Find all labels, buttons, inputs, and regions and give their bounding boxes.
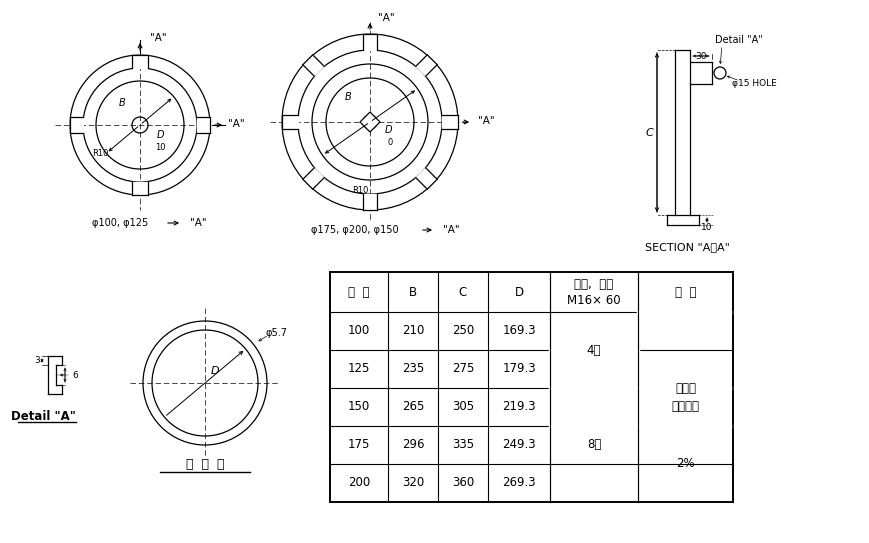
- Polygon shape: [132, 55, 148, 68]
- Polygon shape: [132, 182, 148, 195]
- Text: 219.3: 219.3: [501, 401, 535, 414]
- Text: "A": "A": [377, 13, 395, 23]
- Text: 179.3: 179.3: [501, 363, 535, 376]
- Text: 10: 10: [700, 223, 712, 231]
- Polygon shape: [362, 34, 376, 50]
- Text: Detail "A": Detail "A": [714, 35, 762, 45]
- Polygon shape: [415, 168, 437, 189]
- Text: 265: 265: [401, 401, 424, 414]
- Text: "A": "A": [189, 218, 207, 228]
- Text: B: B: [408, 286, 416, 299]
- Polygon shape: [196, 117, 209, 133]
- Text: 허용오차: 허용오차: [671, 401, 699, 414]
- Text: C: C: [645, 128, 652, 137]
- Text: C: C: [458, 286, 467, 299]
- Polygon shape: [441, 115, 457, 129]
- Polygon shape: [282, 115, 298, 129]
- Polygon shape: [360, 112, 380, 132]
- Text: φ100, φ125: φ100, φ125: [92, 218, 148, 228]
- Text: φ175, φ200, φ150: φ175, φ200, φ150: [311, 225, 398, 235]
- Text: 249.3: 249.3: [501, 439, 535, 451]
- Text: 360: 360: [451, 477, 474, 489]
- Text: 30: 30: [694, 52, 706, 60]
- Text: D: D: [210, 366, 219, 376]
- Text: 치수의: 치수의: [674, 382, 695, 395]
- Text: "A": "A": [442, 225, 459, 235]
- Text: R10: R10: [92, 148, 108, 157]
- Text: "A": "A": [228, 119, 244, 129]
- Text: B: B: [344, 92, 351, 102]
- Text: 규  격: 규 격: [348, 286, 369, 299]
- Text: 335: 335: [451, 439, 474, 451]
- Text: 4조: 4조: [586, 344, 600, 357]
- Text: 169.3: 169.3: [501, 325, 535, 338]
- Text: φ5.7: φ5.7: [266, 328, 288, 338]
- Text: 175: 175: [348, 439, 370, 451]
- Text: 250: 250: [451, 325, 474, 338]
- Text: R10: R10: [351, 186, 368, 194]
- Text: φ15 HOLE: φ15 HOLE: [731, 79, 776, 87]
- Text: 0: 0: [387, 137, 392, 147]
- Text: 100: 100: [348, 325, 369, 338]
- Text: D: D: [156, 130, 163, 140]
- Text: "A": "A": [149, 33, 167, 43]
- Text: 200: 200: [348, 477, 369, 489]
- Text: SECTION "A－A": SECTION "A－A": [644, 242, 729, 252]
- Text: M16× 60: M16× 60: [567, 294, 620, 306]
- Text: 296: 296: [401, 439, 424, 451]
- Text: 고  무  링: 고 무 링: [186, 458, 224, 471]
- Polygon shape: [362, 194, 376, 210]
- Text: 3: 3: [34, 356, 40, 365]
- Text: D: D: [384, 125, 391, 135]
- Polygon shape: [415, 55, 437, 76]
- Text: 볼트,  너트: 볼트, 너트: [574, 279, 613, 291]
- Polygon shape: [70, 117, 83, 133]
- Text: 150: 150: [348, 401, 369, 414]
- Text: 2%: 2%: [675, 458, 694, 470]
- Text: 비  고: 비 고: [674, 286, 695, 299]
- Text: 275: 275: [451, 363, 474, 376]
- Text: Detail "A": Detail "A": [10, 409, 76, 422]
- Text: 10: 10: [155, 142, 165, 151]
- Text: "A": "A": [477, 116, 494, 126]
- Text: 210: 210: [401, 325, 424, 338]
- Polygon shape: [302, 168, 323, 189]
- Text: D: D: [514, 286, 523, 299]
- Text: 235: 235: [401, 363, 424, 376]
- Text: 8조: 8조: [586, 439, 600, 451]
- Text: 269.3: 269.3: [501, 477, 535, 489]
- Polygon shape: [302, 55, 323, 76]
- Text: 320: 320: [401, 477, 424, 489]
- Text: B: B: [118, 98, 125, 108]
- Text: 305: 305: [451, 401, 474, 414]
- Text: 6: 6: [72, 370, 77, 380]
- Text: 125: 125: [348, 363, 370, 376]
